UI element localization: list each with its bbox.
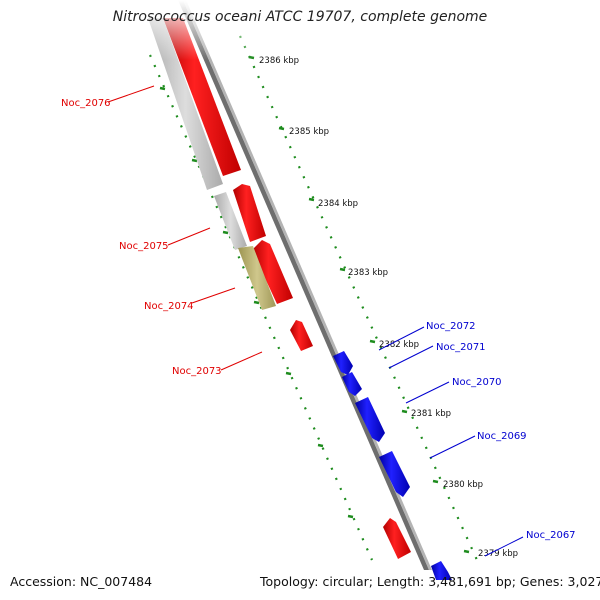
leader-line bbox=[167, 227, 211, 246]
scale-tick bbox=[369, 339, 376, 344]
scale-label-2380: 2380 kbp bbox=[443, 480, 483, 490]
rna-gene-noc-2074[interactable] bbox=[238, 246, 276, 310]
red-gene-labels: Noc_2076 Noc_2075 Noc_2074 Noc_2073 bbox=[61, 85, 263, 377]
scale-label-2383: 2383 kbp bbox=[348, 268, 388, 278]
inner-dash bbox=[159, 86, 166, 91]
gene-noc-2072[interactable] bbox=[333, 351, 353, 375]
gene-noc-2069[interactable] bbox=[379, 451, 410, 497]
label-noc-2076[interactable]: Noc_2076 bbox=[61, 98, 111, 109]
leader-line bbox=[220, 351, 263, 371]
gene-noc-2070[interactable] bbox=[355, 397, 385, 442]
label-noc-2067[interactable]: Noc_2067 bbox=[526, 530, 576, 541]
reverse-genes bbox=[333, 351, 452, 580]
inner-dash bbox=[253, 300, 260, 305]
leader-line bbox=[107, 85, 155, 103]
scale-tick bbox=[339, 267, 346, 272]
scale-label-2382: 2382 kbp bbox=[379, 340, 419, 350]
label-noc-2074[interactable]: Noc_2074 bbox=[144, 301, 194, 312]
scale-tick bbox=[308, 197, 315, 202]
accession-label: Accession: NC_007484 bbox=[10, 574, 153, 589]
pseudogene-noc-2076[interactable] bbox=[148, 18, 223, 190]
gene-noc-2074[interactable] bbox=[252, 240, 293, 304]
gene-noc-2071[interactable] bbox=[342, 372, 362, 396]
label-noc-2073[interactable]: Noc_2073 bbox=[172, 366, 222, 377]
label-noc-2070[interactable]: Noc_2070 bbox=[452, 377, 502, 388]
inner-dash bbox=[347, 514, 354, 519]
leader-line bbox=[388, 345, 434, 369]
label-noc-2075[interactable]: Noc_2075 bbox=[119, 241, 169, 252]
scale-tick bbox=[278, 126, 285, 131]
scale-tick bbox=[432, 479, 439, 484]
leader-line bbox=[191, 287, 236, 304]
top-fade bbox=[0, 0, 600, 60]
blue-gene-labels: Noc_2072 Noc_2071 Noc_2070 Noc_2069 Noc_… bbox=[378, 321, 576, 557]
label-noc-2071[interactable]: Noc_2071 bbox=[436, 342, 486, 353]
inner-dash bbox=[285, 371, 292, 376]
inner-dash bbox=[222, 230, 229, 235]
scale-tick bbox=[463, 549, 470, 554]
label-noc-2069[interactable]: Noc_2069 bbox=[477, 431, 527, 442]
gene-noc-2067[interactable] bbox=[431, 561, 452, 580]
leader-line bbox=[484, 536, 524, 557]
scale-tick bbox=[401, 409, 408, 414]
gene-noc-2075[interactable] bbox=[233, 184, 266, 242]
gene-noc-2073[interactable] bbox=[290, 320, 313, 351]
scale-track: 2386 kbp 2385 kbp 2384 kbp 2383 kbp 2382… bbox=[238, 35, 518, 561]
scale-label-2385: 2385 kbp bbox=[289, 127, 329, 137]
pseudogene-noc-2075[interactable] bbox=[214, 192, 247, 250]
scale-dotted-line bbox=[238, 35, 479, 561]
leader-line bbox=[405, 381, 450, 404]
gene-red-lower[interactable] bbox=[383, 518, 411, 559]
scale-label-2381: 2381 kbp bbox=[411, 409, 451, 419]
inner-dash bbox=[191, 158, 198, 163]
label-noc-2072[interactable]: Noc_2072 bbox=[426, 321, 476, 332]
topology-label: Topology: circular; Length: 3,481,691 bp… bbox=[260, 574, 600, 589]
forward-genes bbox=[163, 18, 411, 559]
map-title: Nitrosococcus oceani ATCC 19707, complet… bbox=[112, 9, 488, 25]
inner-dotted-line bbox=[148, 54, 374, 561]
leader-line bbox=[378, 326, 425, 351]
scale-label-2379: 2379 kbp bbox=[478, 549, 518, 559]
leader-line bbox=[429, 435, 476, 459]
scale-label-2384: 2384 kbp bbox=[318, 199, 358, 209]
inner-dash bbox=[317, 443, 324, 448]
scale-label-2386: 2386 kbp bbox=[259, 56, 299, 66]
other-features bbox=[148, 18, 276, 310]
